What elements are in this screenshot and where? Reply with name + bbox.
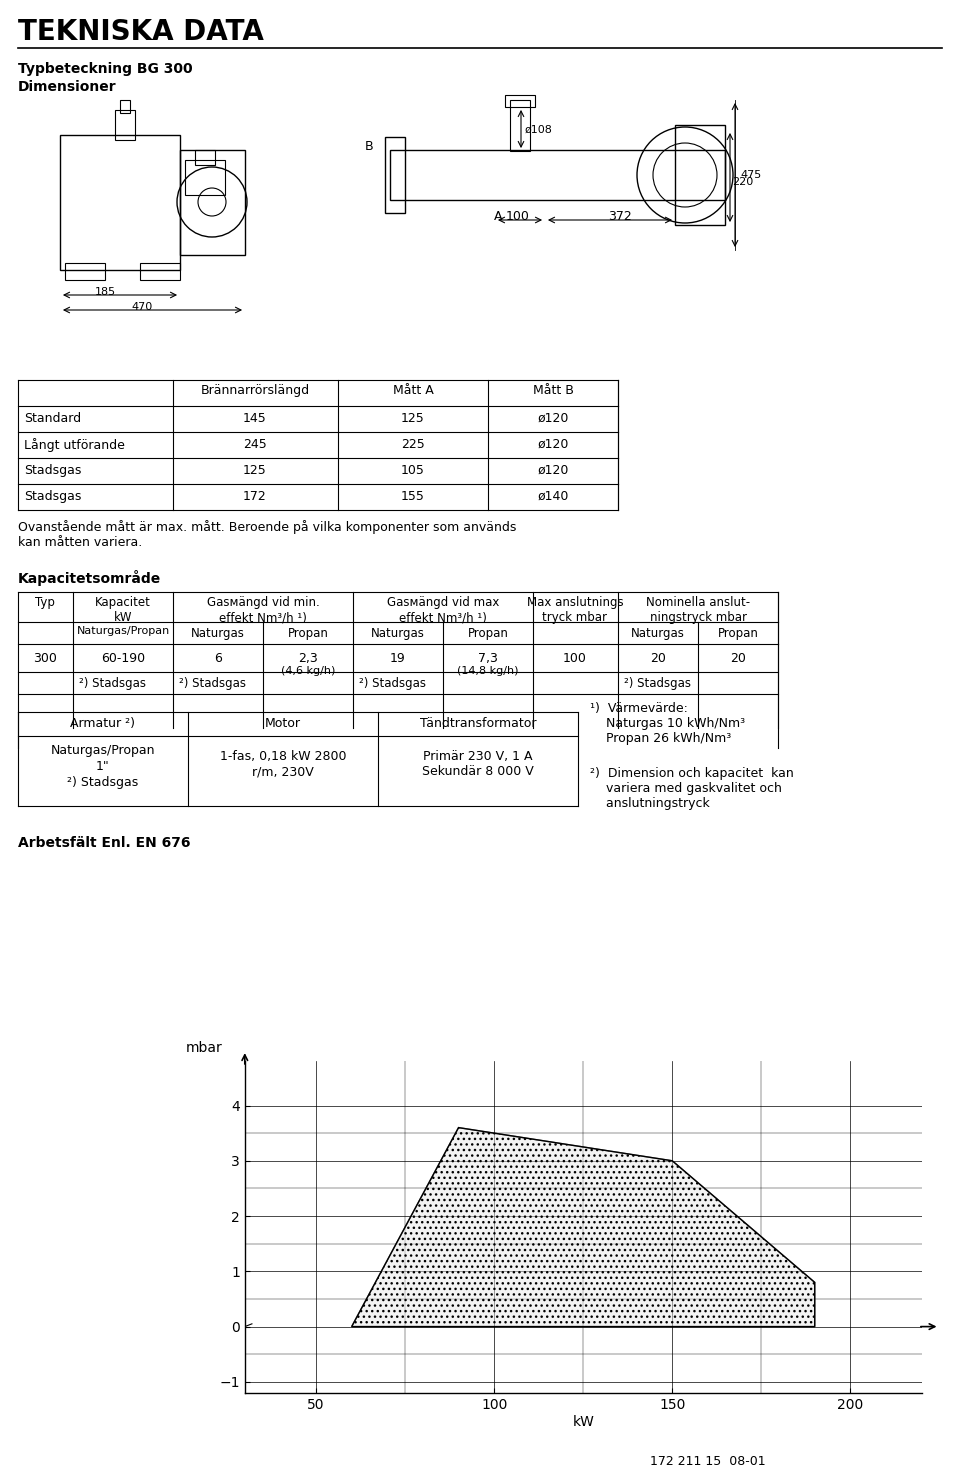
Text: Kapacitetsområde: Kapacitetsområde	[18, 570, 161, 587]
Text: 7,3: 7,3	[478, 652, 498, 665]
Text: 125: 125	[401, 413, 425, 425]
Text: Motor: Motor	[265, 716, 301, 730]
Text: Naturgas/Propan: Naturgas/Propan	[77, 626, 170, 635]
Bar	[195, 150, 215, 165]
Bar	[65, 262, 105, 280]
Bar	[505, 94, 535, 108]
Text: Kapacitet
kW: Kapacitet kW	[95, 595, 151, 624]
Text: 1": 1"	[96, 761, 109, 772]
Text: 1-fas, 0,18 kW 2800
r/m, 230V: 1-fas, 0,18 kW 2800 r/m, 230V	[220, 750, 347, 778]
Text: ²) Stadsgas: ²) Stadsgas	[359, 677, 426, 690]
Text: ø120: ø120	[538, 464, 568, 478]
Text: ø108: ø108	[525, 125, 553, 136]
Text: 20: 20	[650, 652, 666, 665]
Text: 172 211 15  08-01: 172 211 15 08-01	[650, 1455, 766, 1468]
Text: Ovanstående mått är max. mått. Beroende på vilka komponenter som används
kan måt: Ovanstående mått är max. mått. Beroende …	[18, 520, 516, 548]
Text: Propan: Propan	[717, 626, 758, 640]
Text: Naturgas/Propan: Naturgas/Propan	[51, 744, 156, 758]
Text: Gasмängd vid min.
effekt Nm³/h ¹): Gasмängd vid min. effekt Nm³/h ¹)	[206, 595, 320, 624]
Text: TEKNISKA DATA: TEKNISKA DATA	[18, 18, 264, 46]
Text: 372: 372	[608, 209, 632, 223]
Text: 125: 125	[243, 464, 267, 478]
Bar	[675, 125, 725, 226]
Text: 145: 145	[243, 413, 267, 425]
Text: Propan: Propan	[288, 626, 328, 640]
Text: 20: 20	[730, 652, 746, 665]
Text: Naturgas: Naturgas	[191, 626, 245, 640]
Text: Stadsgas: Stadsgas	[24, 464, 82, 478]
Text: ø120: ø120	[538, 438, 568, 451]
Text: Mått B: Mått B	[533, 385, 573, 397]
Bar	[510, 100, 530, 150]
Text: 470: 470	[132, 302, 153, 312]
Text: 6: 6	[214, 652, 222, 665]
Text: 300: 300	[33, 652, 57, 665]
Text: 185: 185	[94, 287, 115, 296]
Text: (14,8 kg/h): (14,8 kg/h)	[457, 666, 518, 677]
Text: 60-190: 60-190	[101, 652, 145, 665]
Text: ø120: ø120	[538, 413, 568, 425]
Text: Stadsgas: Stadsgas	[24, 489, 82, 503]
Text: 172: 172	[243, 489, 267, 503]
Text: Propan: Propan	[468, 626, 509, 640]
Text: Mått A: Mått A	[393, 385, 433, 397]
Text: 100: 100	[506, 209, 530, 223]
Text: ¹)  Värmevärde:
    Naturgas 10 kWh/Nm³
    Propan 26 kWh/Nm³: ¹) Värmevärde: Naturgas 10 kWh/Nm³ Propa…	[590, 702, 745, 744]
Text: 475: 475	[740, 170, 761, 180]
Text: ²) Stadsgas: ²) Stadsgas	[179, 677, 246, 690]
Polygon shape	[351, 1128, 815, 1327]
Text: 100: 100	[564, 652, 587, 665]
Bar	[180, 150, 245, 255]
Bar	[390, 150, 725, 200]
Text: 2,3: 2,3	[299, 652, 318, 665]
Bar	[120, 100, 130, 113]
Bar	[185, 161, 225, 195]
Text: Typbeteckning BG 300: Typbeteckning BG 300	[18, 62, 193, 77]
Text: Naturgas: Naturgas	[631, 626, 684, 640]
Text: Långt utförande: Långt utförande	[24, 438, 125, 453]
Text: Nominella anslut-
ningstryck mbar: Nominella anslut- ningstryck mbar	[646, 595, 750, 624]
X-axis label: kW: kW	[572, 1415, 594, 1428]
Text: ²)  Dimension och kapacitet  kan
    variera med gaskvalitet och
    anslutnings: ²) Dimension och kapacitet kan variera m…	[590, 766, 794, 811]
Text: Typ: Typ	[36, 595, 55, 609]
Text: Gasмängd vid max
effekt Nm³/h ¹): Gasмängd vid max effekt Nm³/h ¹)	[387, 595, 499, 624]
Text: (4,6 kg/h): (4,6 kg/h)	[281, 666, 335, 677]
Y-axis label: mbar: mbar	[186, 1041, 223, 1055]
Text: ²) Stadsgas: ²) Stadsgas	[67, 775, 138, 789]
Bar	[60, 136, 180, 270]
Text: Dimensioner: Dimensioner	[18, 80, 116, 94]
Text: 245: 245	[243, 438, 267, 451]
Text: Naturgas: Naturgas	[372, 626, 425, 640]
Text: ø140: ø140	[538, 489, 568, 503]
Text: 105: 105	[401, 464, 425, 478]
Bar	[140, 262, 180, 280]
Text: Brännarrörslängd: Brännarrörslängd	[201, 385, 309, 397]
Bar	[115, 111, 135, 140]
Text: A: A	[493, 209, 502, 223]
Text: 19: 19	[390, 652, 406, 665]
Text: 155: 155	[401, 489, 425, 503]
Bar	[385, 137, 405, 214]
Text: 220: 220	[732, 177, 754, 187]
Text: 225: 225	[401, 438, 425, 451]
Text: Armatur ²): Armatur ²)	[70, 716, 135, 730]
Text: Tändtransformator: Tändtransformator	[420, 716, 537, 730]
Text: ²) Stadsgas: ²) Stadsgas	[79, 677, 146, 690]
Text: ²) Stadsgas: ²) Stadsgas	[624, 677, 691, 690]
Text: Primär 230 V, 1 A
Sekundär 8 000 V: Primär 230 V, 1 A Sekundär 8 000 V	[422, 750, 534, 778]
Text: Standard: Standard	[24, 413, 82, 425]
Text: B: B	[365, 140, 373, 153]
Text: Max anslutnings
tryck mbar: Max anslutnings tryck mbar	[527, 595, 623, 624]
Text: Arbetsfält Enl. EN 676: Arbetsfält Enl. EN 676	[18, 836, 190, 850]
